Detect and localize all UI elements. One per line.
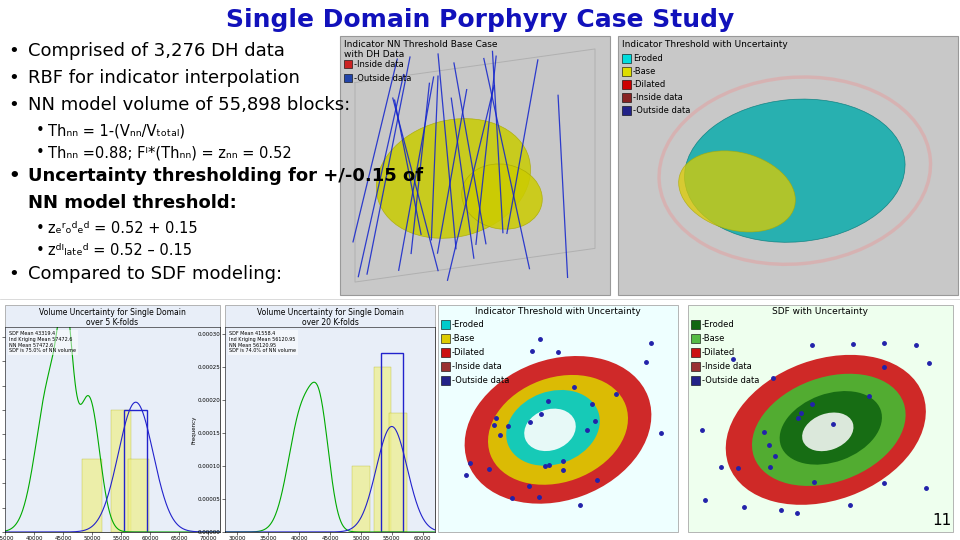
Ellipse shape — [679, 151, 795, 232]
Ellipse shape — [684, 99, 905, 242]
Text: zₑʳₒᵈₑᵈ = 0.52 + 0.15: zₑʳₒᵈₑᵈ = 0.52 + 0.15 — [48, 221, 198, 236]
Text: zᵈᴵₗₐₜₑᵈ = 0.52 – 0.15: zᵈᴵₗₐₜₑᵈ = 0.52 – 0.15 — [48, 243, 192, 258]
Text: -Outside data: -Outside data — [354, 74, 412, 83]
Ellipse shape — [752, 374, 905, 486]
Text: •: • — [8, 265, 19, 283]
Ellipse shape — [726, 355, 925, 505]
Text: 11: 11 — [933, 513, 952, 528]
Text: -Outside data: -Outside data — [452, 376, 510, 385]
FancyBboxPatch shape — [622, 54, 631, 63]
FancyBboxPatch shape — [691, 362, 700, 371]
Text: •: • — [36, 243, 45, 258]
FancyBboxPatch shape — [5, 305, 220, 532]
Text: -Base: -Base — [633, 67, 657, 76]
FancyBboxPatch shape — [441, 376, 450, 385]
Text: -Base: -Base — [702, 334, 726, 343]
Text: •: • — [8, 42, 19, 60]
Ellipse shape — [506, 390, 600, 465]
Text: Indicator Threshold with Uncertainty: Indicator Threshold with Uncertainty — [475, 307, 641, 316]
FancyBboxPatch shape — [691, 376, 700, 385]
Text: -Inside data: -Inside data — [354, 60, 404, 69]
Bar — [129, 459, 149, 532]
Text: -Inside data: -Inside data — [633, 93, 683, 102]
Text: NN model volume of 55,898 blocks:: NN model volume of 55,898 blocks: — [28, 96, 350, 114]
FancyBboxPatch shape — [622, 93, 631, 102]
Text: •: • — [36, 123, 45, 138]
Ellipse shape — [780, 391, 882, 464]
Text: -Outside data: -Outside data — [702, 376, 759, 385]
Text: SDF Mean 43319.4
Ind Kriging Mean 57472.6
NN Mean 57472.6
SDF is 75.0% of NN vol: SDF Mean 43319.4 Ind Kriging Mean 57472.… — [10, 331, 76, 354]
Bar — [124, 410, 148, 532]
Ellipse shape — [803, 413, 853, 451]
Text: -Inside data: -Inside data — [702, 362, 752, 371]
Bar — [352, 466, 370, 532]
Text: Comprised of 3,276 DH data: Comprised of 3,276 DH data — [28, 42, 285, 60]
Text: -Inside data: -Inside data — [452, 362, 502, 371]
FancyBboxPatch shape — [344, 60, 352, 68]
Text: •: • — [8, 69, 19, 87]
Text: -Base: -Base — [452, 334, 475, 343]
Text: RBF for indicator interpolation: RBF for indicator interpolation — [28, 69, 300, 87]
Bar — [381, 354, 402, 532]
Ellipse shape — [376, 119, 531, 238]
Text: -Eroded: -Eroded — [702, 320, 734, 329]
FancyBboxPatch shape — [441, 348, 450, 357]
Text: Volume Uncertainty for Single Domain
over 20 K-folds: Volume Uncertainty for Single Domain ove… — [256, 308, 403, 327]
Text: SDF Mean 41558.4
Ind Kriging Mean 56120.95
NN Mean 56120.95
SDF is 74.0% of NN v: SDF Mean 41558.4 Ind Kriging Mean 56120.… — [229, 331, 297, 354]
Y-axis label: Frequency: Frequency — [192, 415, 197, 444]
FancyBboxPatch shape — [691, 334, 700, 343]
FancyBboxPatch shape — [622, 80, 631, 89]
Text: •: • — [36, 145, 45, 160]
Text: Indicator Threshold with Uncertainty: Indicator Threshold with Uncertainty — [622, 40, 788, 49]
FancyBboxPatch shape — [441, 320, 450, 329]
Text: -Dilated: -Dilated — [633, 80, 666, 89]
Bar — [390, 413, 407, 532]
Text: Uncertainty thresholding for +/-0.15 of: Uncertainty thresholding for +/-0.15 of — [28, 167, 423, 185]
Text: Compared to SDF modeling:: Compared to SDF modeling: — [28, 265, 282, 283]
FancyBboxPatch shape — [438, 305, 678, 532]
FancyBboxPatch shape — [691, 348, 700, 357]
Bar — [82, 459, 103, 532]
Text: Indicator NN Threshold Base Case
with DH Data: Indicator NN Threshold Base Case with DH… — [344, 40, 497, 59]
Text: Volume Uncertainty for Single Domain
over 5 K-folds: Volume Uncertainty for Single Domain ove… — [38, 308, 185, 327]
Text: -Dilated: -Dilated — [452, 348, 485, 357]
Ellipse shape — [524, 409, 576, 451]
Bar — [111, 410, 132, 532]
Text: Eroded: Eroded — [633, 54, 662, 63]
Text: SDF with Uncertainty: SDF with Uncertainty — [772, 307, 868, 316]
FancyBboxPatch shape — [691, 320, 700, 329]
Text: •: • — [8, 167, 19, 185]
Text: Single Domain Porphyry Case Study: Single Domain Porphyry Case Study — [226, 8, 734, 32]
Text: NN model threshold:: NN model threshold: — [28, 194, 237, 212]
FancyBboxPatch shape — [225, 305, 435, 532]
Text: •: • — [36, 221, 45, 236]
Text: -Outside data: -Outside data — [633, 106, 690, 115]
Text: -Dilated: -Dilated — [702, 348, 735, 357]
FancyBboxPatch shape — [340, 36, 610, 295]
FancyBboxPatch shape — [344, 74, 352, 82]
Ellipse shape — [465, 356, 652, 504]
Ellipse shape — [462, 164, 542, 229]
FancyBboxPatch shape — [441, 334, 450, 343]
Bar — [373, 367, 391, 532]
Text: -Eroded: -Eroded — [452, 320, 485, 329]
FancyBboxPatch shape — [622, 106, 631, 115]
Text: Thₙₙ =0.88; Fᴵ*(Thₙₙ) = zₙₙ = 0.52: Thₙₙ =0.88; Fᴵ*(Thₙₙ) = zₙₙ = 0.52 — [48, 145, 292, 160]
Ellipse shape — [488, 375, 628, 485]
Text: Thₙₙ = 1-(Vₙₙ/Vₜₒₜₐₗ): Thₙₙ = 1-(Vₙₙ/Vₜₒₜₐₗ) — [48, 123, 185, 138]
FancyBboxPatch shape — [688, 305, 953, 532]
FancyBboxPatch shape — [441, 362, 450, 371]
FancyBboxPatch shape — [622, 67, 631, 76]
FancyBboxPatch shape — [618, 36, 958, 295]
Text: •: • — [8, 96, 19, 114]
